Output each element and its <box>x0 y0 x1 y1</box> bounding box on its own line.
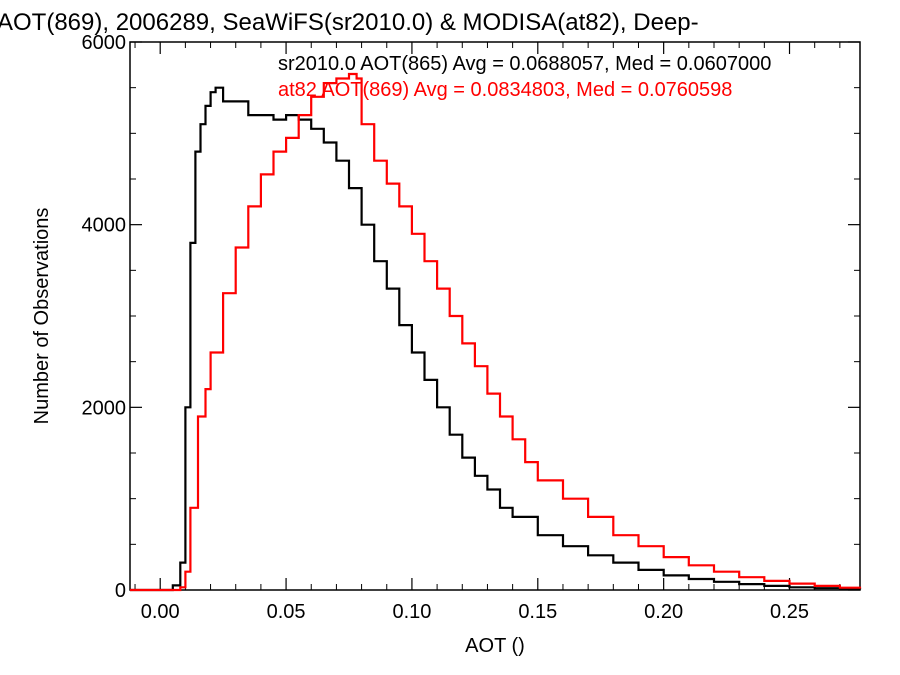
x-tick-label: 0.15 <box>518 601 557 623</box>
plot-frame <box>129 41 861 591</box>
series-line-1 <box>130 86 862 592</box>
y-axis-label: Number of Observations <box>31 208 53 425</box>
x-axis-label: AOT () <box>465 635 525 657</box>
x-tick-label: 0.25 <box>770 601 809 623</box>
x-axis: 0.00 0.05 0.10 0.15 0.20 0.25 <box>134 42 841 623</box>
series-line-2 <box>130 72 862 592</box>
y-tick-label: 4000 <box>82 215 127 237</box>
x-tick-label: 0.05 <box>267 601 306 623</box>
y-tick-label: 0 <box>115 580 126 602</box>
chart-title: AOT(869), 2006289, SeaWiFS(sr2010.0) & M… <box>0 9 699 36</box>
stats-series-2: at82 AOT(869) Avg = 0.0834803, Med = 0.0… <box>278 79 732 101</box>
x-tick-label: 0.00 <box>141 601 180 623</box>
y-tick-label: 6000 <box>82 32 127 54</box>
x-tick-label: 0.10 <box>392 601 431 623</box>
series-layer <box>130 72 862 592</box>
y-axis: 0 2000 4000 6000 <box>82 32 860 602</box>
y-tick-label: 2000 <box>82 397 127 419</box>
x-tick-label: 0.20 <box>644 601 683 623</box>
stats-series-1: sr2010.0 AOT(865) Avg = 0.0688057, Med =… <box>278 53 771 75</box>
